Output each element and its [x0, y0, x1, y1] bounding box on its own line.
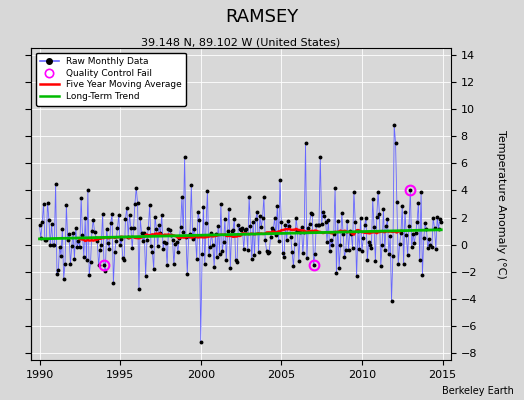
Legend: Raw Monthly Data, Quality Control Fail, Five Year Moving Average, Long-Term Tren: Raw Monthly Data, Quality Control Fail, …	[36, 52, 186, 106]
Text: RAMSEY: RAMSEY	[225, 8, 299, 26]
Title: 39.148 N, 89.102 W (United States): 39.148 N, 89.102 W (United States)	[141, 37, 341, 47]
Y-axis label: Temperature Anomaly (°C): Temperature Anomaly (°C)	[496, 130, 506, 278]
Text: Berkeley Earth: Berkeley Earth	[442, 386, 514, 396]
